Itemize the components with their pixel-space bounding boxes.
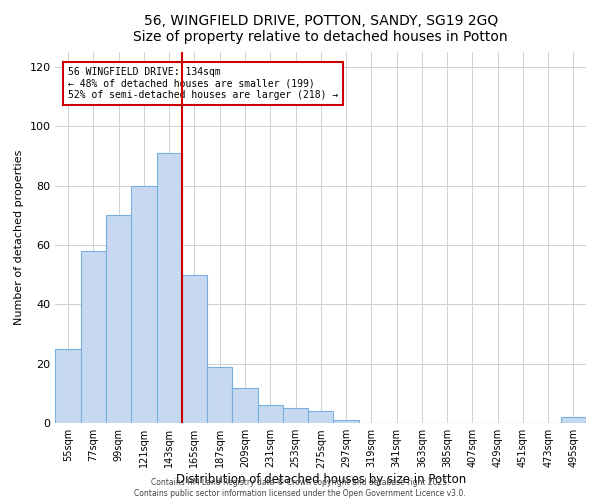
Bar xyxy=(182,275,207,423)
Bar xyxy=(81,251,106,423)
Bar xyxy=(157,153,182,423)
Y-axis label: Number of detached properties: Number of detached properties xyxy=(14,150,24,326)
Bar xyxy=(334,420,359,423)
Title: 56, WINGFIELD DRIVE, POTTON, SANDY, SG19 2GQ
Size of property relative to detach: 56, WINGFIELD DRIVE, POTTON, SANDY, SG19… xyxy=(133,14,508,44)
Bar xyxy=(561,418,586,423)
Bar xyxy=(55,349,81,423)
Bar xyxy=(283,408,308,423)
Bar xyxy=(207,367,232,423)
X-axis label: Distribution of detached houses by size in Potton: Distribution of detached houses by size … xyxy=(176,473,466,486)
Text: 56 WINGFIELD DRIVE: 134sqm
← 48% of detached houses are smaller (199)
52% of sem: 56 WINGFIELD DRIVE: 134sqm ← 48% of deta… xyxy=(68,67,338,100)
Bar xyxy=(308,412,334,423)
Bar xyxy=(106,216,131,423)
Text: Contains HM Land Registry data © Crown copyright and database right 2025.
Contai: Contains HM Land Registry data © Crown c… xyxy=(134,478,466,498)
Bar xyxy=(232,388,257,423)
Bar xyxy=(257,406,283,423)
Bar xyxy=(131,186,157,423)
